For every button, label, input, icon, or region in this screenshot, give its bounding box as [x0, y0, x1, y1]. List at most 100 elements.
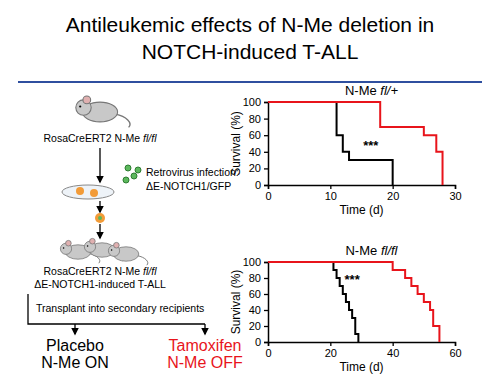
tick: 20: [387, 185, 399, 202]
label: ΔE-NOTCH1/GFP: [146, 180, 231, 192]
tick-label: 40: [249, 146, 261, 158]
cell: [90, 189, 98, 197]
tick-label: 20: [387, 190, 399, 202]
tick-mark: [330, 185, 331, 189]
tick: 20: [325, 342, 337, 359]
label: Transplant into secondary recipients: [36, 302, 204, 314]
axis-title: Time (d): [339, 360, 383, 374]
y-axis: 0 20 40 60 80 100: [243, 256, 269, 348]
mouse-icon: [108, 242, 147, 265]
tick-label: 10: [325, 190, 337, 202]
tick: 40: [249, 146, 268, 158]
tick: 30: [449, 185, 461, 202]
tick-mark: [264, 135, 268, 136]
diagram: RosaCreERT2 N-Me fl/fl Retrovirus infecti…: [28, 96, 243, 371]
tick-mark: [455, 342, 456, 346]
label: RosaCreERT2 N-Me fl/fl: [43, 132, 157, 144]
label: RosaCreERT2 N-Me fl/fl: [43, 265, 157, 277]
tick-label: 40: [249, 304, 261, 316]
tick-label: 0: [265, 347, 271, 359]
tick-label: 20: [249, 320, 261, 332]
tick: 10: [325, 185, 337, 202]
tick: 80: [249, 113, 268, 125]
figure: Antileukemic effects of N-Me deletion in…: [0, 0, 500, 375]
significance: ***: [345, 272, 361, 287]
title-rule: [18, 81, 482, 83]
tick-label: 60: [449, 347, 461, 359]
tick: 100: [243, 256, 268, 268]
axis-line: [264, 263, 269, 343]
significance: ***: [363, 138, 379, 153]
axis-line: [264, 103, 269, 186]
tick-mark: [264, 168, 268, 169]
cell-gfp: [98, 216, 102, 220]
arrow: [99, 148, 100, 182]
tick-mark: [393, 342, 394, 346]
tick-label: 80: [249, 113, 261, 125]
tick-mark: [264, 310, 268, 311]
virus: [125, 165, 131, 171]
virus: [131, 173, 137, 179]
tick-label: 0: [255, 336, 261, 348]
title: Antileukemic effects of N-Me deletion in: [66, 13, 435, 36]
chart-title: N-Me fl/fl: [345, 243, 398, 258]
arrow: [99, 201, 100, 212]
x-axis: 0 20 40 60: [265, 342, 461, 359]
arm-label: Placebo: [46, 337, 104, 354]
tick: 40: [249, 304, 268, 316]
label: ΔE-NOTCH1-induced T-ALL: [34, 278, 166, 290]
axis-title: Survival (%): [229, 270, 243, 335]
tick: 0: [265, 342, 271, 359]
arrow: [74, 324, 75, 334]
chart: 0 20 40 60 0 20 40 60 80 100 N-Me fl/fl Time (d) Sur…: [229, 243, 462, 374]
bracket: [28, 318, 205, 324]
tick: 60: [449, 342, 461, 359]
tick-label: 60: [249, 129, 261, 141]
tick-label: 0: [255, 179, 261, 191]
chart-title: N-Me fl/+: [345, 83, 399, 98]
tick-label: 30: [449, 190, 461, 202]
tick-label: 0: [265, 190, 271, 202]
mouse-icon: [76, 96, 130, 127]
tick-label: 40: [387, 347, 399, 359]
virus: [123, 177, 129, 183]
tick: 40: [387, 342, 399, 359]
tick-mark: [264, 342, 268, 343]
arrow: [99, 224, 100, 238]
title: NOTCH-induced T-ALL: [142, 40, 359, 63]
tick: 100: [243, 96, 268, 108]
arm-label: N-Me OFF: [167, 354, 243, 371]
tick-label: 60: [249, 288, 261, 300]
tick: 0: [265, 185, 271, 202]
tick: 60: [249, 288, 268, 300]
tick-label: 20: [249, 162, 261, 174]
tick-mark: [264, 102, 268, 103]
tick: 0: [255, 336, 268, 348]
connector: [27, 294, 28, 318]
survival-curve: [268, 262, 439, 342]
axis-line: [269, 186, 456, 190]
tick-mark: [264, 262, 268, 263]
survival-curve: [268, 102, 393, 185]
x-axis: 0 10 20 30: [265, 185, 461, 202]
plot-area: [268, 262, 439, 342]
tick: 80: [249, 272, 268, 284]
tick-label: 100: [243, 256, 261, 268]
y-axis: 0 20 40 60 80 100: [243, 96, 269, 191]
cell: [76, 187, 84, 195]
arm-label: Tamoxifen: [169, 337, 242, 354]
label: Retrovirus infection:: [146, 166, 239, 178]
tick-mark: [264, 294, 268, 295]
survival-curve: [268, 102, 443, 185]
dish: [62, 185, 114, 199]
tick-mark: [264, 118, 268, 119]
chart: 0102030020406080100N-Me fl/+Time (d)Surv…: [229, 83, 462, 217]
axis-title: Survival (%): [229, 111, 243, 176]
tick-mark: [264, 152, 268, 153]
tick-mark: [264, 326, 268, 327]
arrow: [204, 324, 205, 334]
tick: 20: [249, 162, 268, 174]
tick-mark: [264, 278, 268, 279]
tick-mark: [393, 185, 394, 189]
tick-label: 20: [325, 347, 337, 359]
